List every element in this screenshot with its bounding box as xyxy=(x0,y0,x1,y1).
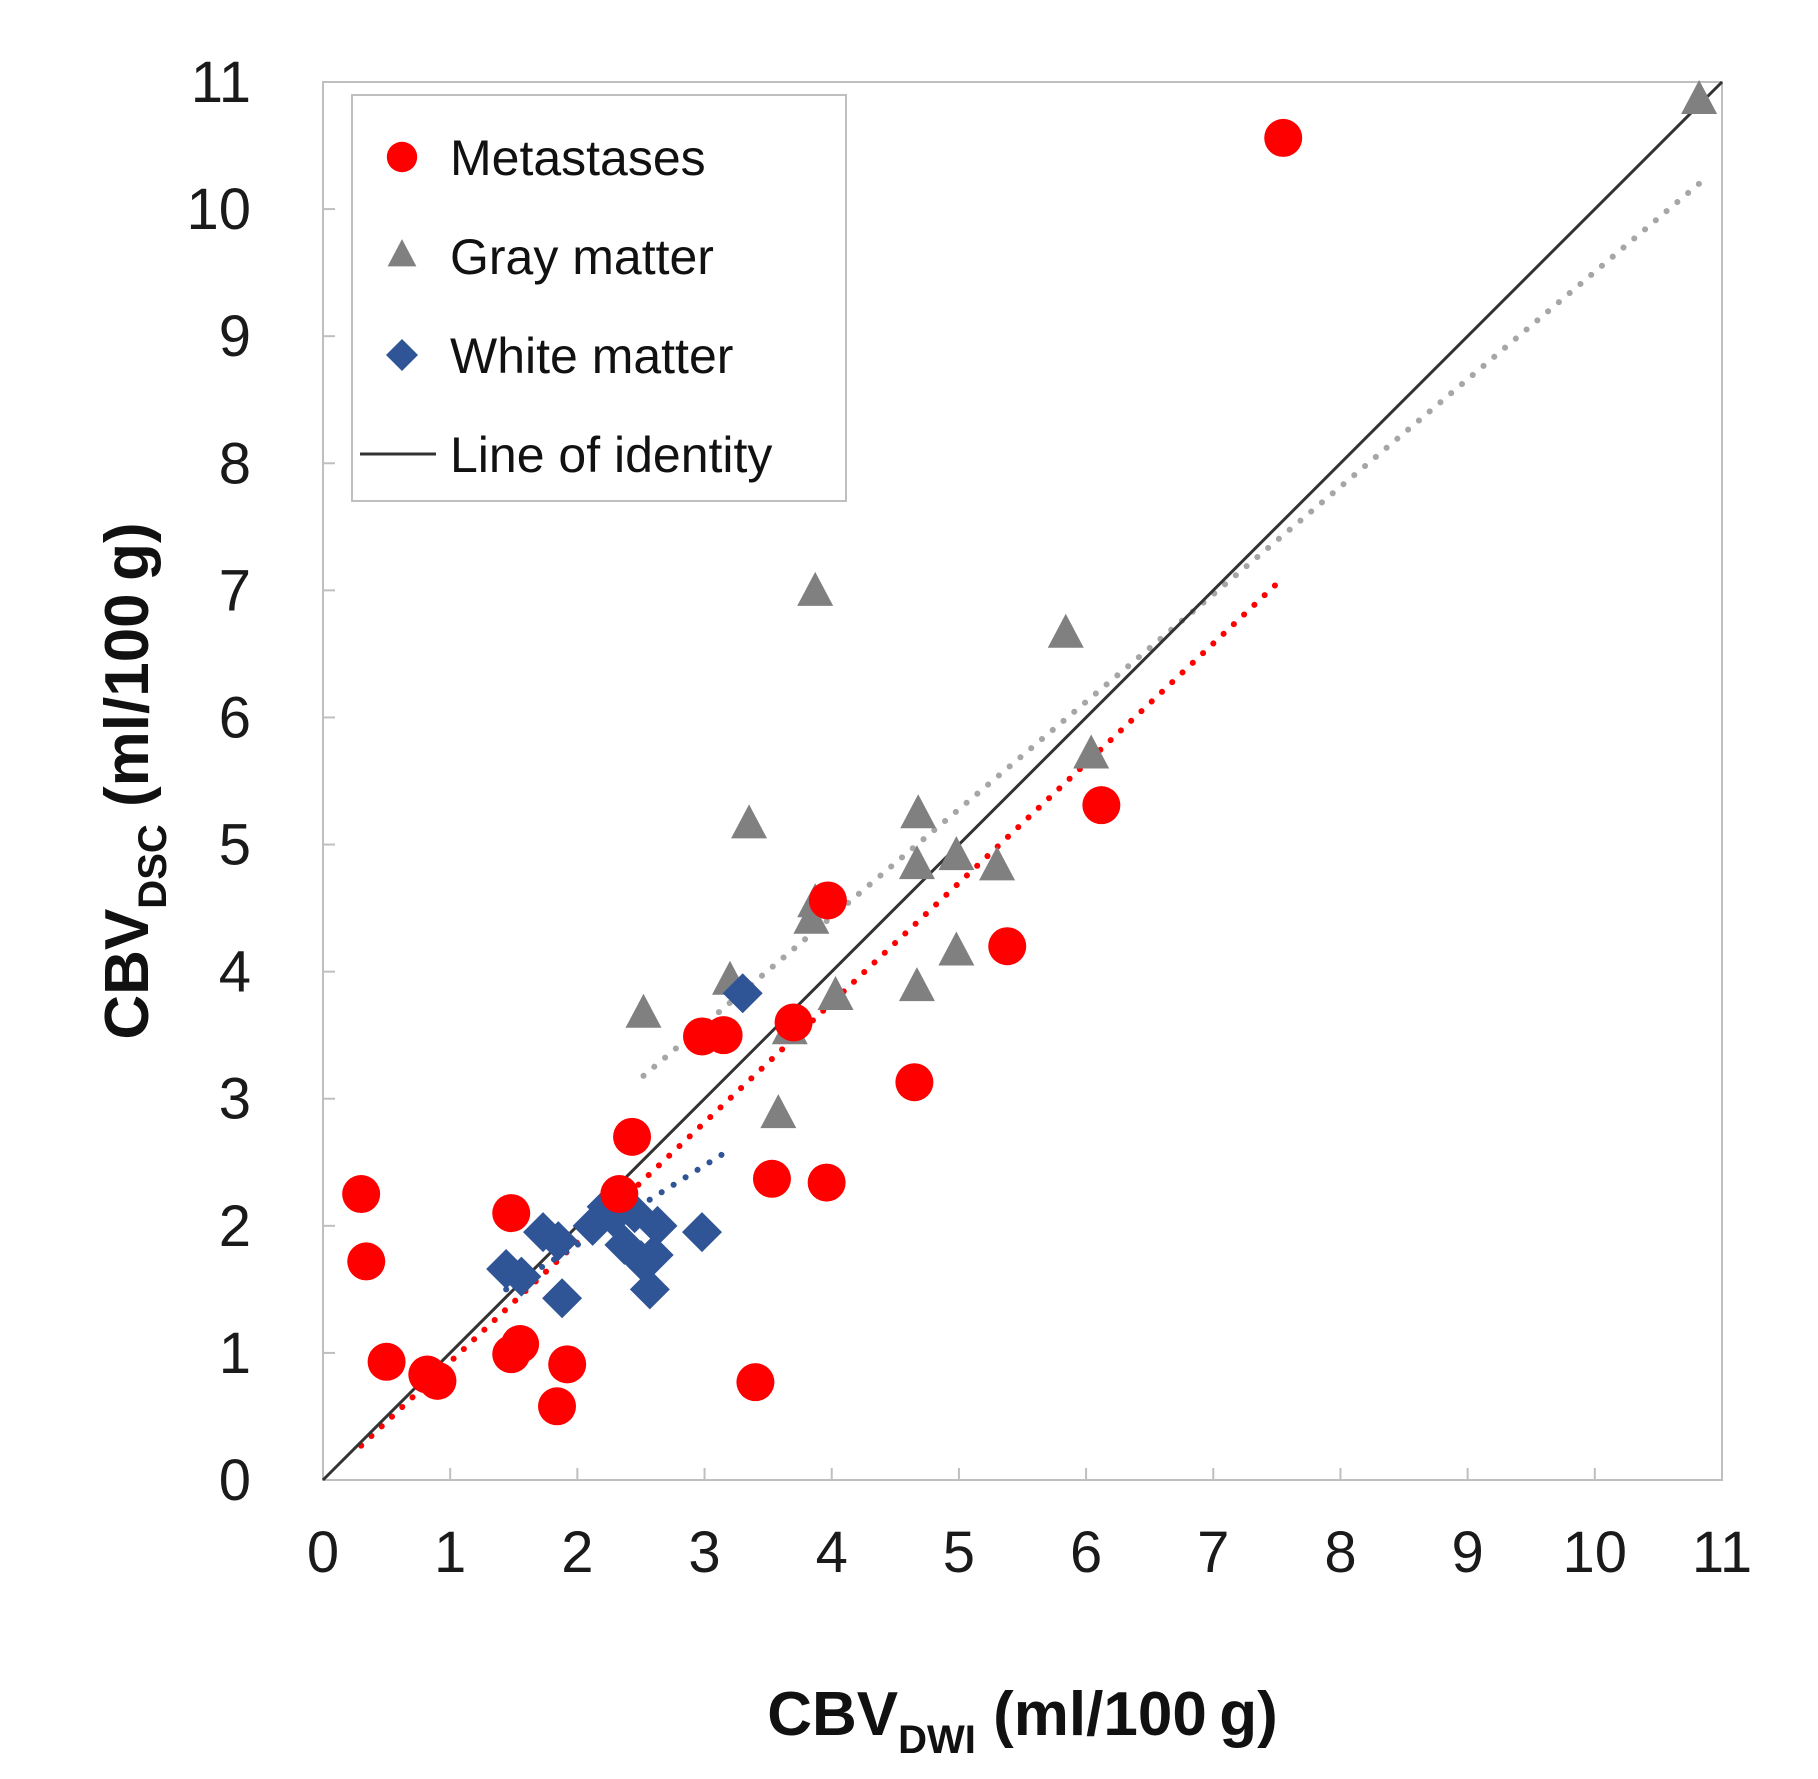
legend-label-line-of-identity: Line of identity xyxy=(450,427,772,483)
point-gray-matter xyxy=(898,967,935,1002)
legend-label-gray-matter: Gray matter xyxy=(450,229,714,285)
point-metastases xyxy=(342,1175,381,1214)
legend-items: Metastases Gray matter White matter Line of… xyxy=(360,130,772,483)
x-axis-tick-labels: 0 1 2 3 4 5 6 7 8 9 10 11 xyxy=(307,1520,1752,1585)
x-axis-title: CBVDWI (ml/100 g) xyxy=(767,1680,1278,1762)
y-tick-label: 1 xyxy=(219,1321,251,1386)
point-gray-matter xyxy=(731,804,768,839)
point-gray-matter xyxy=(938,931,975,966)
point-gray-matter xyxy=(817,975,854,1010)
y-tick-label: 8 xyxy=(219,431,251,496)
point-gray-matter xyxy=(938,836,975,871)
point-gray-matter xyxy=(979,846,1016,881)
y-tick-label: 4 xyxy=(219,940,251,1005)
legend-swatch-metastases xyxy=(386,141,418,173)
point-metastases xyxy=(613,1117,652,1156)
trend-line-gray-matter xyxy=(640,180,1703,1079)
x-tick-label: 2 xyxy=(561,1520,593,1585)
point-metastases xyxy=(367,1342,406,1381)
point-white-matter xyxy=(538,1221,579,1262)
x-tick-label: 11 xyxy=(1692,1520,1752,1585)
point-metastases xyxy=(418,1361,457,1400)
point-white-matter xyxy=(501,1256,542,1297)
x-tick-label: 1 xyxy=(434,1520,466,1585)
point-gray-matter xyxy=(900,794,937,829)
y-axis-title-main: CBV xyxy=(93,909,162,1040)
y-tick-label: 3 xyxy=(219,1067,251,1132)
x-tick-label: 9 xyxy=(1452,1520,1484,1585)
y-tick-label: 9 xyxy=(219,304,251,369)
y-axis-tick-labels: 0 1 2 3 4 5 6 7 8 9 10 11 xyxy=(186,50,251,1513)
trend-lines xyxy=(358,180,1703,1449)
point-white-matter xyxy=(682,1212,723,1253)
point-gray-matter xyxy=(1073,734,1110,769)
legend-label-white-matter: White matter xyxy=(450,328,733,384)
y-tick-label: 10 xyxy=(186,177,251,242)
legend-swatch-gray-matter xyxy=(387,239,417,267)
x-axis-title-sub: DWI xyxy=(898,1718,976,1762)
x-tick-label: 6 xyxy=(1070,1520,1102,1585)
y-tick-label: 11 xyxy=(191,50,251,115)
point-gray-matter xyxy=(625,993,662,1028)
legend: Metastases Gray matter White matter Line of… xyxy=(351,94,847,502)
x-tick-label: 8 xyxy=(1324,1520,1356,1585)
point-gray-matter xyxy=(1047,613,1084,648)
point-metastases xyxy=(492,1194,531,1233)
point-gray-matter xyxy=(1681,79,1718,114)
y-axis-title-unit: (ml/100 g) xyxy=(93,522,162,824)
point-metastases xyxy=(774,1003,813,1042)
point-gray-matter xyxy=(898,845,935,880)
point-gray-matter xyxy=(797,571,834,606)
point-metastases xyxy=(752,1159,791,1198)
point-white-matter xyxy=(722,973,763,1014)
point-metastases xyxy=(548,1345,587,1384)
point-gray-matter xyxy=(760,1094,797,1129)
point-metastases xyxy=(501,1325,540,1364)
point-metastases xyxy=(988,927,1027,966)
legend-box xyxy=(351,94,847,502)
x-tick-label: 3 xyxy=(688,1520,720,1585)
data-points xyxy=(342,79,1718,1426)
point-white-matter xyxy=(637,1205,678,1246)
trend-line-metastases xyxy=(358,574,1287,1449)
y-axis-title-sub: DSC xyxy=(131,824,175,908)
y-tick-label: 0 xyxy=(219,1448,251,1513)
point-metastases xyxy=(895,1063,934,1102)
point-white-matter xyxy=(633,1235,674,1276)
point-metastases xyxy=(600,1175,639,1214)
point-metastases xyxy=(1082,786,1121,825)
y-axis-title: CBVDSC (ml/100 g) xyxy=(93,522,175,1039)
point-white-matter xyxy=(486,1249,527,1290)
point-white-matter xyxy=(629,1269,670,1310)
x-tick-label: 0 xyxy=(307,1520,339,1585)
point-metastases xyxy=(807,1163,846,1202)
point-metastases xyxy=(347,1242,386,1281)
point-metastases xyxy=(808,881,847,920)
y-tick-label: 7 xyxy=(219,558,251,623)
point-white-matter xyxy=(542,1278,583,1319)
x-tick-label: 5 xyxy=(943,1520,975,1585)
legend-swatch-white-matter xyxy=(386,339,418,371)
x-axis-title-unit: (ml/100 g) xyxy=(976,1680,1278,1749)
trend-line-white-matter xyxy=(503,1146,733,1293)
point-metastases xyxy=(538,1387,577,1426)
y-tick-label: 5 xyxy=(219,813,251,878)
y-tick-label: 2 xyxy=(219,1194,251,1259)
y-tick-label: 6 xyxy=(219,685,251,750)
point-metastases xyxy=(704,1016,743,1055)
point-metastases xyxy=(1264,118,1303,157)
point-metastases xyxy=(736,1363,775,1402)
x-axis-title-main: CBV xyxy=(767,1680,898,1749)
x-tick-label: 7 xyxy=(1197,1520,1229,1585)
x-tick-label: 4 xyxy=(816,1520,848,1585)
x-tick-label: 10 xyxy=(1563,1520,1628,1585)
legend-label-metastases: Metastases xyxy=(450,130,706,186)
